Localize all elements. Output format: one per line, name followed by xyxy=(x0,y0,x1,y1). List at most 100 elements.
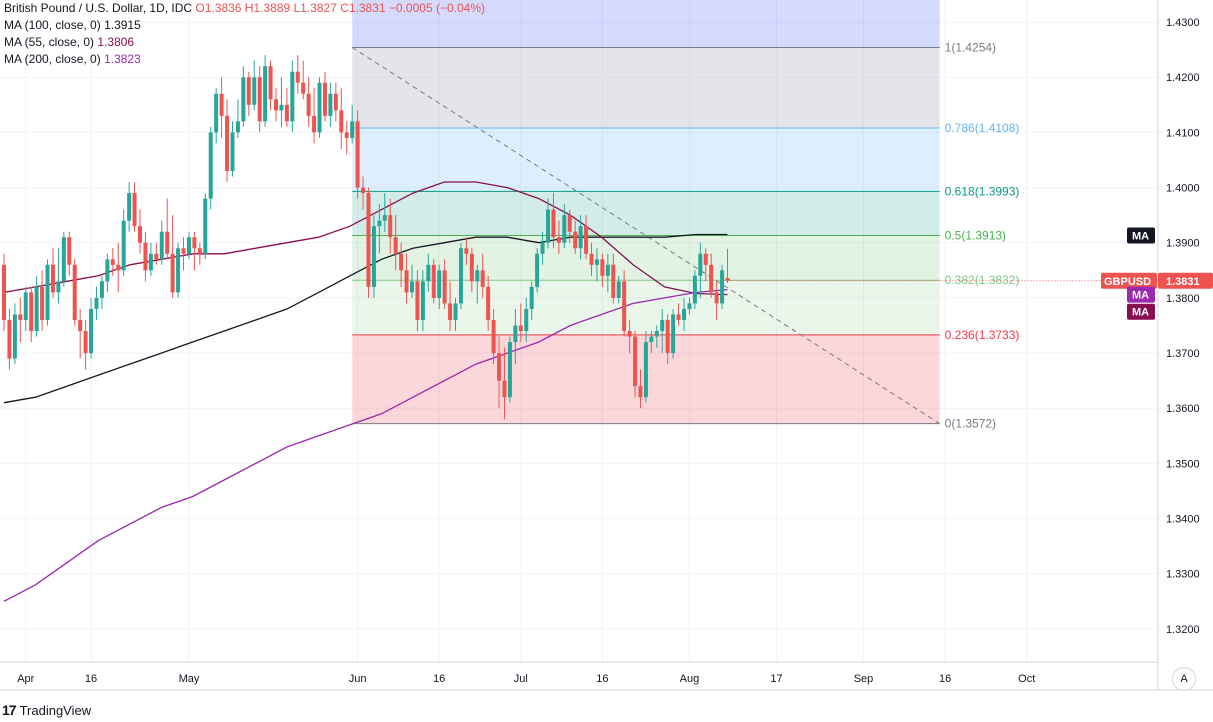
candle-body[interactable] xyxy=(540,242,545,254)
candle-body[interactable] xyxy=(453,303,458,320)
candle-body[interactable] xyxy=(339,110,344,133)
candle-body[interactable] xyxy=(94,297,99,309)
candle-body[interactable] xyxy=(121,220,126,271)
candle-body[interactable] xyxy=(176,248,181,293)
candle-body[interactable] xyxy=(56,281,61,293)
candle-body[interactable] xyxy=(388,215,393,238)
candle-body[interactable] xyxy=(562,215,567,243)
candle-body[interactable] xyxy=(665,319,670,354)
candle-body[interactable] xyxy=(350,121,355,138)
candle-body[interactable] xyxy=(301,82,306,94)
candle-body[interactable] xyxy=(594,259,599,265)
candle-body[interactable] xyxy=(458,248,463,304)
candle-body[interactable] xyxy=(284,104,289,122)
candle-body[interactable] xyxy=(497,353,502,381)
candle-body[interactable] xyxy=(12,314,17,359)
candle-body[interactable] xyxy=(491,319,496,354)
candle-body[interactable] xyxy=(687,303,692,309)
candle-body[interactable] xyxy=(546,209,550,243)
candle-body[interactable] xyxy=(682,308,686,320)
candle-body[interactable] xyxy=(186,237,191,254)
candle-body[interactable] xyxy=(371,226,376,287)
candle-body[interactable] xyxy=(600,259,605,276)
candle-body[interactable] xyxy=(714,292,719,304)
candle-body[interactable] xyxy=(513,325,518,343)
candle-body[interactable] xyxy=(399,253,404,271)
candle-body[interactable] xyxy=(578,226,583,249)
candle-body[interactable] xyxy=(274,99,278,111)
candle-body[interactable] xyxy=(404,270,409,293)
candle-body[interactable] xyxy=(99,281,104,298)
candle-body[interactable] xyxy=(322,82,327,116)
candle-body[interactable] xyxy=(181,248,186,254)
candle-body[interactable] xyxy=(306,93,311,116)
candle-body[interactable] xyxy=(377,220,382,227)
candle-body[interactable] xyxy=(344,132,349,138)
candle-body[interactable] xyxy=(317,82,322,133)
candle-body[interactable] xyxy=(616,281,621,298)
candle-body[interactable] xyxy=(709,264,714,293)
candle-body[interactable] xyxy=(110,259,115,265)
candle-body[interactable] xyxy=(225,115,230,172)
candle-body[interactable] xyxy=(671,314,676,354)
candle-body[interactable] xyxy=(263,66,268,122)
candle-body[interactable] xyxy=(89,308,94,354)
candle-body[interactable] xyxy=(192,237,197,249)
candle-body[interactable] xyxy=(246,77,251,105)
candle-body[interactable] xyxy=(50,264,55,293)
auto-scale-button[interactable]: A xyxy=(1172,667,1196,691)
candle-body[interactable] xyxy=(18,314,23,320)
candle-body[interactable] xyxy=(692,275,697,304)
candle-body[interactable] xyxy=(469,253,474,282)
candle-body[interactable] xyxy=(235,121,240,133)
candle-body[interactable] xyxy=(382,215,387,221)
candle-body[interactable] xyxy=(627,331,632,337)
candle-body[interactable] xyxy=(437,270,442,298)
candle-body[interactable] xyxy=(214,93,219,133)
candle-body[interactable] xyxy=(649,336,654,343)
candle-body[interactable] xyxy=(268,66,273,100)
candle-body[interactable] xyxy=(415,281,420,320)
candle-body[interactable] xyxy=(154,253,159,260)
candle-body[interactable] xyxy=(535,253,540,287)
candle-body[interactable] xyxy=(34,286,39,331)
candle-body[interactable] xyxy=(252,77,257,105)
candle-body[interactable] xyxy=(611,264,616,298)
candle-body[interactable] xyxy=(219,93,224,116)
candle-body[interactable] xyxy=(7,319,12,359)
candle-body[interactable] xyxy=(78,319,83,331)
candle-body[interactable] xyxy=(605,264,610,276)
candle-body[interactable] xyxy=(159,231,164,260)
candle-body[interactable] xyxy=(654,331,659,337)
candle-body[interactable] xyxy=(703,253,708,265)
candle-body[interactable] xyxy=(584,226,589,254)
candle-body[interactable] xyxy=(230,132,235,172)
candle-body[interactable] xyxy=(420,281,425,320)
candle-body[interactable] xyxy=(393,237,398,254)
candle-body[interactable] xyxy=(165,231,170,254)
candle-body[interactable] xyxy=(2,264,6,320)
candle-body[interactable] xyxy=(127,193,132,221)
candle-body[interactable] xyxy=(486,286,491,320)
candle-body[interactable] xyxy=(361,187,366,194)
candle-body[interactable] xyxy=(725,278,730,281)
candle-body[interactable] xyxy=(529,286,534,309)
candle-body[interactable] xyxy=(290,71,295,122)
candle-body[interactable] xyxy=(410,281,414,293)
candle-body[interactable] xyxy=(67,237,72,265)
candle-body[interactable] xyxy=(328,93,333,116)
candle-body[interactable] xyxy=(333,93,338,111)
candle-body[interactable] xyxy=(116,264,121,271)
candle-body[interactable] xyxy=(208,132,213,199)
candle-body[interactable] xyxy=(660,319,665,331)
candle-body[interactable] xyxy=(23,292,28,320)
candle-body[interactable] xyxy=(464,248,469,254)
candle-body[interactable] xyxy=(132,193,137,227)
candle-body[interactable] xyxy=(426,264,431,282)
candle-body[interactable] xyxy=(442,270,447,304)
candle-body[interactable] xyxy=(312,115,317,133)
candle-body[interactable] xyxy=(589,253,594,265)
candle-body[interactable] xyxy=(257,77,262,122)
candle-body[interactable] xyxy=(83,331,88,354)
